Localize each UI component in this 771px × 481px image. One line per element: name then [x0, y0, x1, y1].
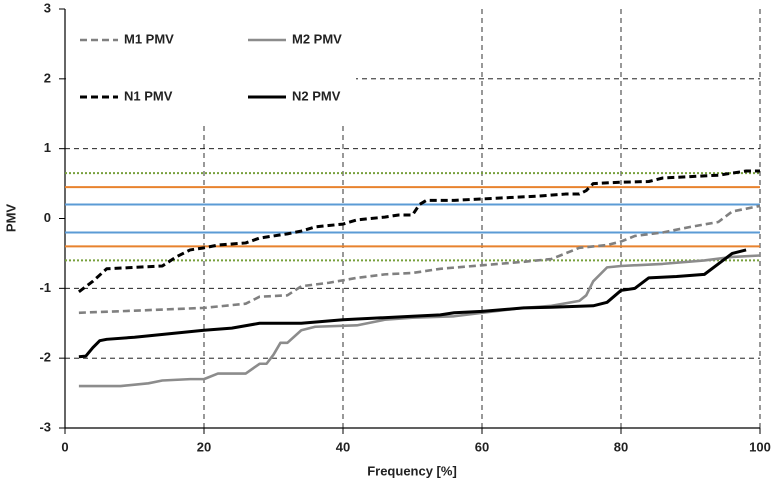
y-tick-label: -3: [39, 419, 51, 434]
x-axis-title: Frequency [%]: [367, 463, 457, 478]
y-tick-label: 2: [44, 70, 51, 85]
series-line: [77, 169, 760, 294]
x-tick-label: 40: [336, 439, 350, 454]
legend-label: N2 PMV: [292, 88, 341, 103]
y-axis-title: PMV: [3, 204, 18, 233]
x-tick-label: 100: [749, 439, 771, 454]
series-line: [78, 254, 761, 388]
y-tick-label: 3: [44, 0, 51, 15]
legend-label: N1 PMV: [124, 88, 173, 103]
x-tick-label: 60: [475, 439, 489, 454]
x-tick-label: 20: [197, 439, 211, 454]
y-tick-label: 0: [44, 210, 51, 225]
series-line: [78, 204, 761, 315]
series-line: [78, 248, 747, 359]
y-tick-label: 1: [44, 140, 51, 155]
x-tick-label: 80: [614, 439, 628, 454]
legend-label: M2 PMV: [292, 31, 342, 46]
y-tick-label: -1: [39, 280, 51, 295]
legend-box: [66, 9, 356, 124]
y-tick-label: -2: [39, 350, 51, 365]
x-tick-label: 0: [61, 439, 68, 454]
legend-label: M1 PMV: [124, 31, 174, 46]
